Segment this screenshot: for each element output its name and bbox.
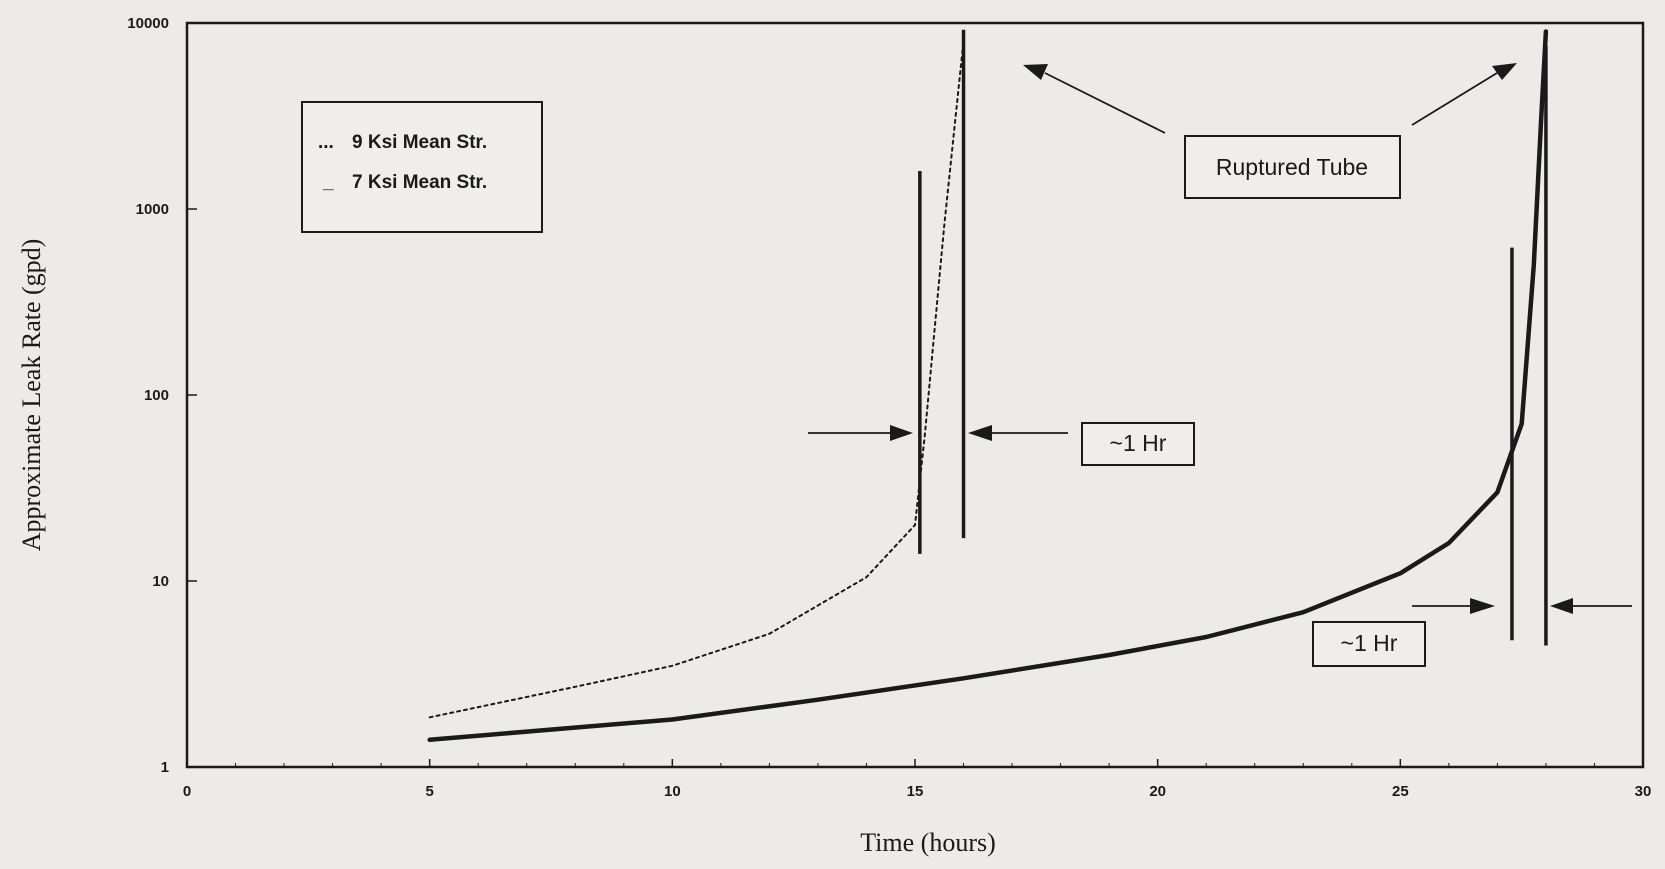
- annotation-interval-28h: ~1 Hr: [1312, 598, 1632, 667]
- arrow-head-left: [1023, 64, 1048, 80]
- annotation-label: ~1 Hr: [1110, 430, 1167, 456]
- y-tick-label: 10: [152, 573, 169, 590]
- y-tick-label: 1000: [136, 201, 169, 218]
- series-line-7ksi: [427, 29, 1549, 743]
- x-axis-title: Time (hours): [860, 828, 996, 857]
- legend-marker-dotted: ...: [318, 132, 334, 153]
- x-axis: 0 5 10 15 20 25 30: [183, 759, 1652, 800]
- arrow-head-left: [1470, 598, 1495, 614]
- arrow-head-right: [1492, 63, 1517, 80]
- x-tick-label: 0: [183, 783, 191, 800]
- legend-label-9ksi: 9 Ksi Mean Str.: [352, 132, 487, 153]
- arrow-line-left: [1044, 72, 1166, 134]
- x-tick-label: 20: [1149, 783, 1166, 800]
- x-tick-label: 5: [425, 783, 433, 800]
- legend-box: [301, 101, 543, 233]
- y-tick-label: 10000: [127, 15, 169, 32]
- x-tick-label: 30: [1635, 783, 1652, 800]
- y-tick-label: 1: [161, 759, 169, 776]
- x-tick-label: 15: [907, 783, 924, 800]
- y-axis-title: Approximate Leak Rate (gpd): [17, 239, 46, 552]
- annotation-label: Ruptured Tube: [1216, 154, 1368, 180]
- legend-marker-solid: _: [322, 172, 334, 193]
- y-tick-label: 100: [144, 387, 169, 404]
- annotation-box: [1081, 422, 1195, 466]
- series-layer: [427, 29, 1549, 743]
- marker-layer: [918, 29, 1548, 646]
- x-tick-label: 10: [664, 783, 681, 800]
- legend-label-7ksi: 7 Ksi Mean Str.: [352, 172, 487, 193]
- legend: ... 9 Ksi Mean Str. _ 7 Ksi Mean Str.: [301, 101, 543, 233]
- arrow-head-left: [890, 425, 913, 441]
- y-axis: 1 10 100 1000 10000: [127, 15, 197, 776]
- annotation-box: [1184, 135, 1401, 199]
- x-tick-label: 25: [1392, 783, 1409, 800]
- arrow-head-right: [968, 425, 992, 441]
- annotation-interval-15h: ~1 Hr: [808, 422, 1195, 466]
- arrow-line-right: [1411, 72, 1498, 126]
- annotation-box: [1312, 621, 1426, 667]
- annotation-label: ~1 Hr: [1341, 630, 1398, 656]
- annotation-ruptured-tube: Ruptured Tube: [1023, 63, 1517, 199]
- series-line-9ksi: [428, 40, 965, 719]
- arrow-head-right: [1550, 598, 1573, 614]
